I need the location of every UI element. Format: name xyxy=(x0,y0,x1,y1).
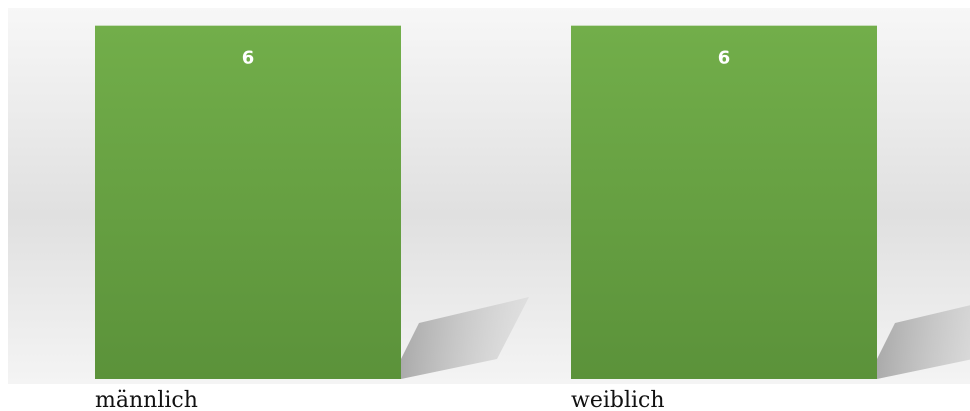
bars-layer xyxy=(95,25,970,380)
bar-männlich[interactable] xyxy=(95,25,401,380)
bar-weiblich[interactable] xyxy=(571,25,877,380)
data-label: 6 xyxy=(718,48,731,69)
bar-shadow xyxy=(391,297,529,379)
category-label: männlich xyxy=(95,388,198,411)
category-labels-layer: männlich weiblich xyxy=(95,388,665,411)
bar-shadow xyxy=(867,305,970,379)
category-label: weiblich xyxy=(571,388,665,411)
data-label: 6 xyxy=(242,48,255,69)
